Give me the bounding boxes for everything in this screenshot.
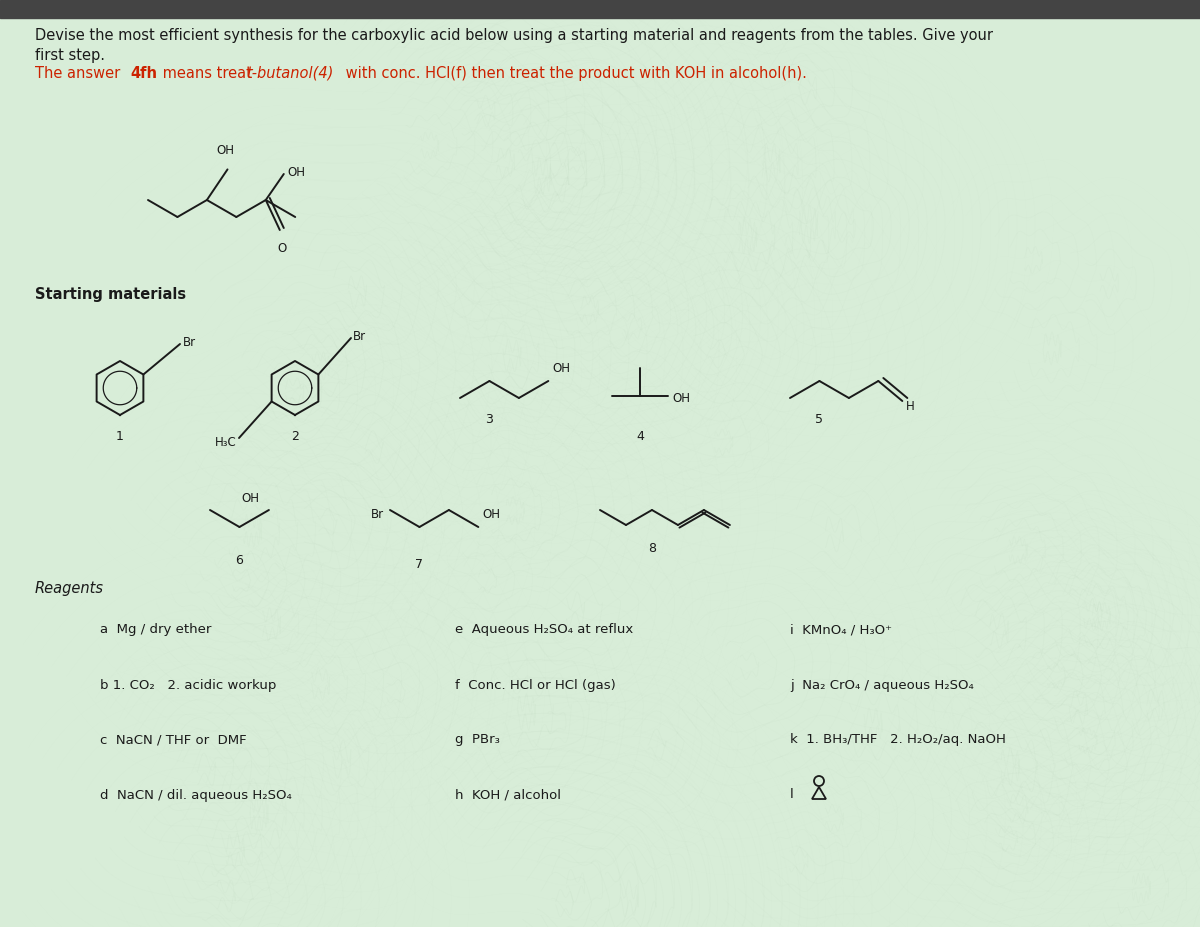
Text: 6: 6 (235, 554, 244, 567)
Text: t-butanol(4): t-butanol(4) (246, 66, 334, 81)
Text: j  Na₂ CrO₄ / aqueous H₂SO₄: j Na₂ CrO₄ / aqueous H₂SO₄ (790, 679, 973, 692)
Text: e  Aqueous H₂SO₄ at reflux: e Aqueous H₂SO₄ at reflux (455, 624, 634, 637)
Text: OH: OH (552, 362, 570, 375)
Text: H₃C: H₃C (215, 436, 238, 449)
Text: Reagents: Reagents (35, 580, 104, 595)
Text: Ne: Ne (1177, 4, 1190, 14)
Text: 4fh: 4fh (130, 66, 157, 81)
Text: g  PBr₃: g PBr₃ (455, 733, 500, 746)
Text: O: O (277, 242, 287, 255)
Text: OH: OH (241, 492, 259, 505)
Text: Br: Br (353, 329, 366, 342)
Text: Br: Br (182, 336, 196, 349)
Text: means treat: means treat (158, 66, 257, 81)
Text: 7: 7 (415, 558, 424, 572)
Text: 1: 1 (116, 429, 124, 442)
Text: i  KMnO₄ / H₃O⁺: i KMnO₄ / H₃O⁺ (790, 624, 892, 637)
Text: The answer: The answer (35, 66, 125, 81)
Text: OH: OH (216, 145, 234, 158)
Text: l: l (790, 789, 793, 802)
Text: with conc. HCl(f) then treat the product with KOH in alcohol(h).: with conc. HCl(f) then treat the product… (341, 66, 806, 81)
Text: d  NaCN / dil. aqueous H₂SO₄: d NaCN / dil. aqueous H₂SO₄ (100, 789, 292, 802)
Text: 8: 8 (648, 541, 656, 554)
Text: H: H (906, 400, 916, 413)
Text: b 1. CO₂   2. acidic workup: b 1. CO₂ 2. acidic workup (100, 679, 276, 692)
Bar (0, 0, 1200, 18)
Text: first step.: first step. (35, 47, 106, 62)
Text: Br: Br (371, 507, 384, 520)
Text: Starting materials: Starting materials (35, 287, 186, 302)
Text: h  KOH / alcohol: h KOH / alcohol (455, 789, 562, 802)
Text: a  Mg / dry ether: a Mg / dry ether (100, 624, 211, 637)
Text: Devise the most efficient synthesis for the carboxylic acid below using a starti: Devise the most efficient synthesis for … (35, 28, 994, 43)
Text: k  1. BH₃/THF   2. H₂O₂/aq. NaOH: k 1. BH₃/THF 2. H₂O₂/aq. NaOH (790, 733, 1006, 746)
Text: 2: 2 (292, 429, 299, 442)
Text: OH: OH (288, 166, 306, 179)
Text: none: none (5, 4, 29, 14)
Text: 4: 4 (636, 429, 644, 442)
Text: 5: 5 (816, 413, 823, 425)
Text: OH: OH (482, 509, 500, 522)
Text: OH: OH (672, 391, 690, 404)
Text: c  NaCN / THF or  DMF: c NaCN / THF or DMF (100, 733, 247, 746)
Text: f  Conc. HCl or HCl (gas): f Conc. HCl or HCl (gas) (455, 679, 616, 692)
Text: 3: 3 (486, 413, 493, 425)
